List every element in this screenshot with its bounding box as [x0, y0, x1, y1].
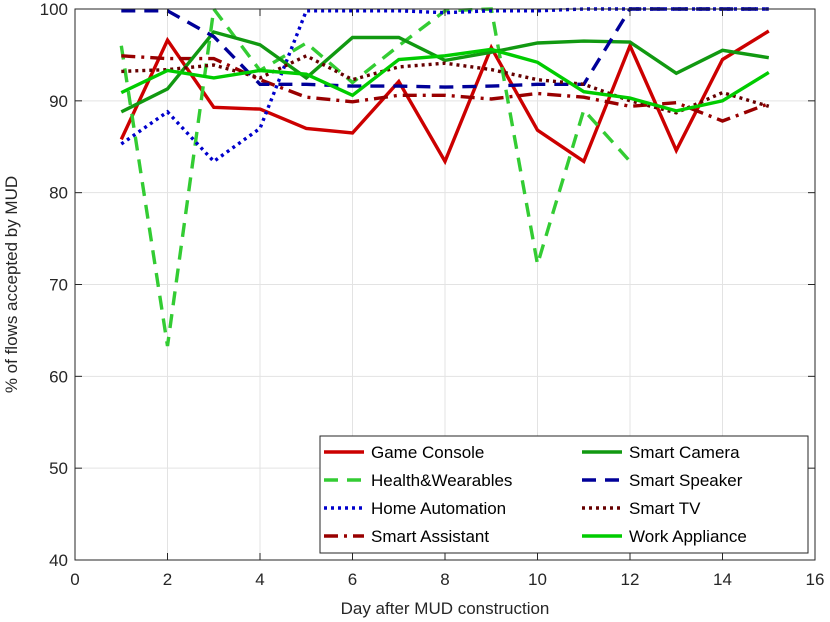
- series-line-smart-camera: [120, 30, 770, 114]
- legend-label: Health&Wearables: [371, 471, 512, 490]
- y-tick-label: 60: [49, 367, 68, 386]
- legend-label: Game Console: [371, 443, 484, 462]
- x-tick-label: 0: [70, 570, 79, 589]
- legend-label: Smart TV: [629, 499, 701, 518]
- axis-ticks: 0 2 4 6 8 10 12 14 16 40 50 60 70 80 90 100: [40, 0, 825, 589]
- series-line-work-appliance: [120, 47, 770, 113]
- x-tick-label: 14: [713, 570, 732, 589]
- x-tick-label: 2: [163, 570, 172, 589]
- series-line-game-console: [119, 29, 770, 166]
- x-tick-label: 16: [806, 570, 825, 589]
- grid-lines: [74, 8, 816, 561]
- x-tick-label: 12: [621, 570, 640, 589]
- legend-box: [319, 435, 809, 554]
- legend: Game Console Health&Wearables Home Automat…: [319, 435, 809, 554]
- series-line-smart-tv: [121, 53, 770, 115]
- x-tick-label: 4: [255, 570, 264, 589]
- y-tick-label: 100: [40, 0, 68, 19]
- legend-label: Work Appliance: [629, 527, 747, 546]
- y-axis-label: % of flows accepted by MUD: [2, 176, 21, 393]
- legend-label: Smart Speaker: [629, 471, 743, 490]
- y-tick-label: 80: [49, 184, 68, 203]
- legend-label: Smart Assistant: [371, 527, 489, 546]
- y-tick-label: 70: [49, 276, 68, 295]
- y-tick-label: 50: [49, 459, 68, 478]
- y-tick-label: 40: [49, 551, 68, 570]
- x-axis-label: Day after MUD construction: [341, 599, 550, 618]
- series-line-smart-assistant: [121, 54, 770, 123]
- x-tick-label: 8: [440, 570, 449, 589]
- legend-label: Home Automation: [371, 499, 506, 518]
- y-tick-label: 90: [49, 92, 68, 111]
- x-tick-label: 6: [348, 570, 357, 589]
- x-tick-label: 10: [528, 570, 547, 589]
- series-line-health-wearables: [119, 7, 632, 347]
- legend-label: Smart Camera: [629, 443, 740, 462]
- series-line-home-automation: [120, 7, 769, 164]
